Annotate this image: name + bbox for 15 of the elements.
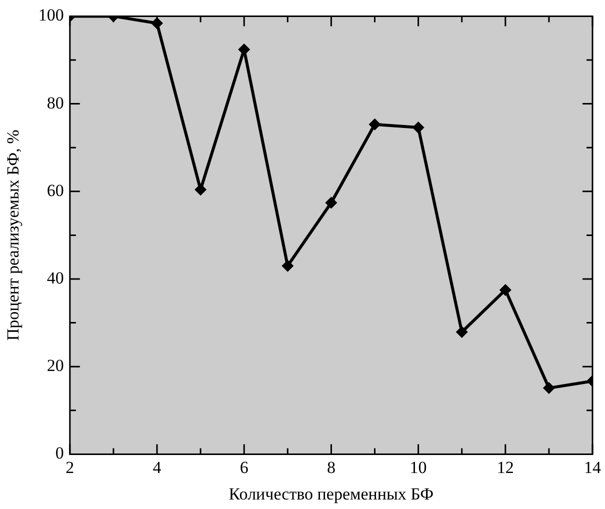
x-tick-label: 8 [326,458,336,477]
y-tick-label: 0 [55,444,64,463]
x-tick-label: 14 [584,458,602,477]
y-axis-title: Процент реализуемых БФ, % [4,130,23,341]
y-tick-label: 40 [46,268,64,288]
x-tick-label: 6 [240,458,248,477]
x-tick-label: 2 [66,458,74,477]
x-tick-label: 4 [152,458,162,477]
y-tick-label: 100 [38,6,64,25]
y-tick-label: 80 [46,93,64,112]
x-tick-label: 10 [410,458,427,477]
y-tick-label: 60 [46,180,64,200]
y-tick-label: 20 [46,356,64,376]
x-tick-label: 12 [496,458,514,477]
x-axis-title: Количество переменных БФ [228,484,434,504]
